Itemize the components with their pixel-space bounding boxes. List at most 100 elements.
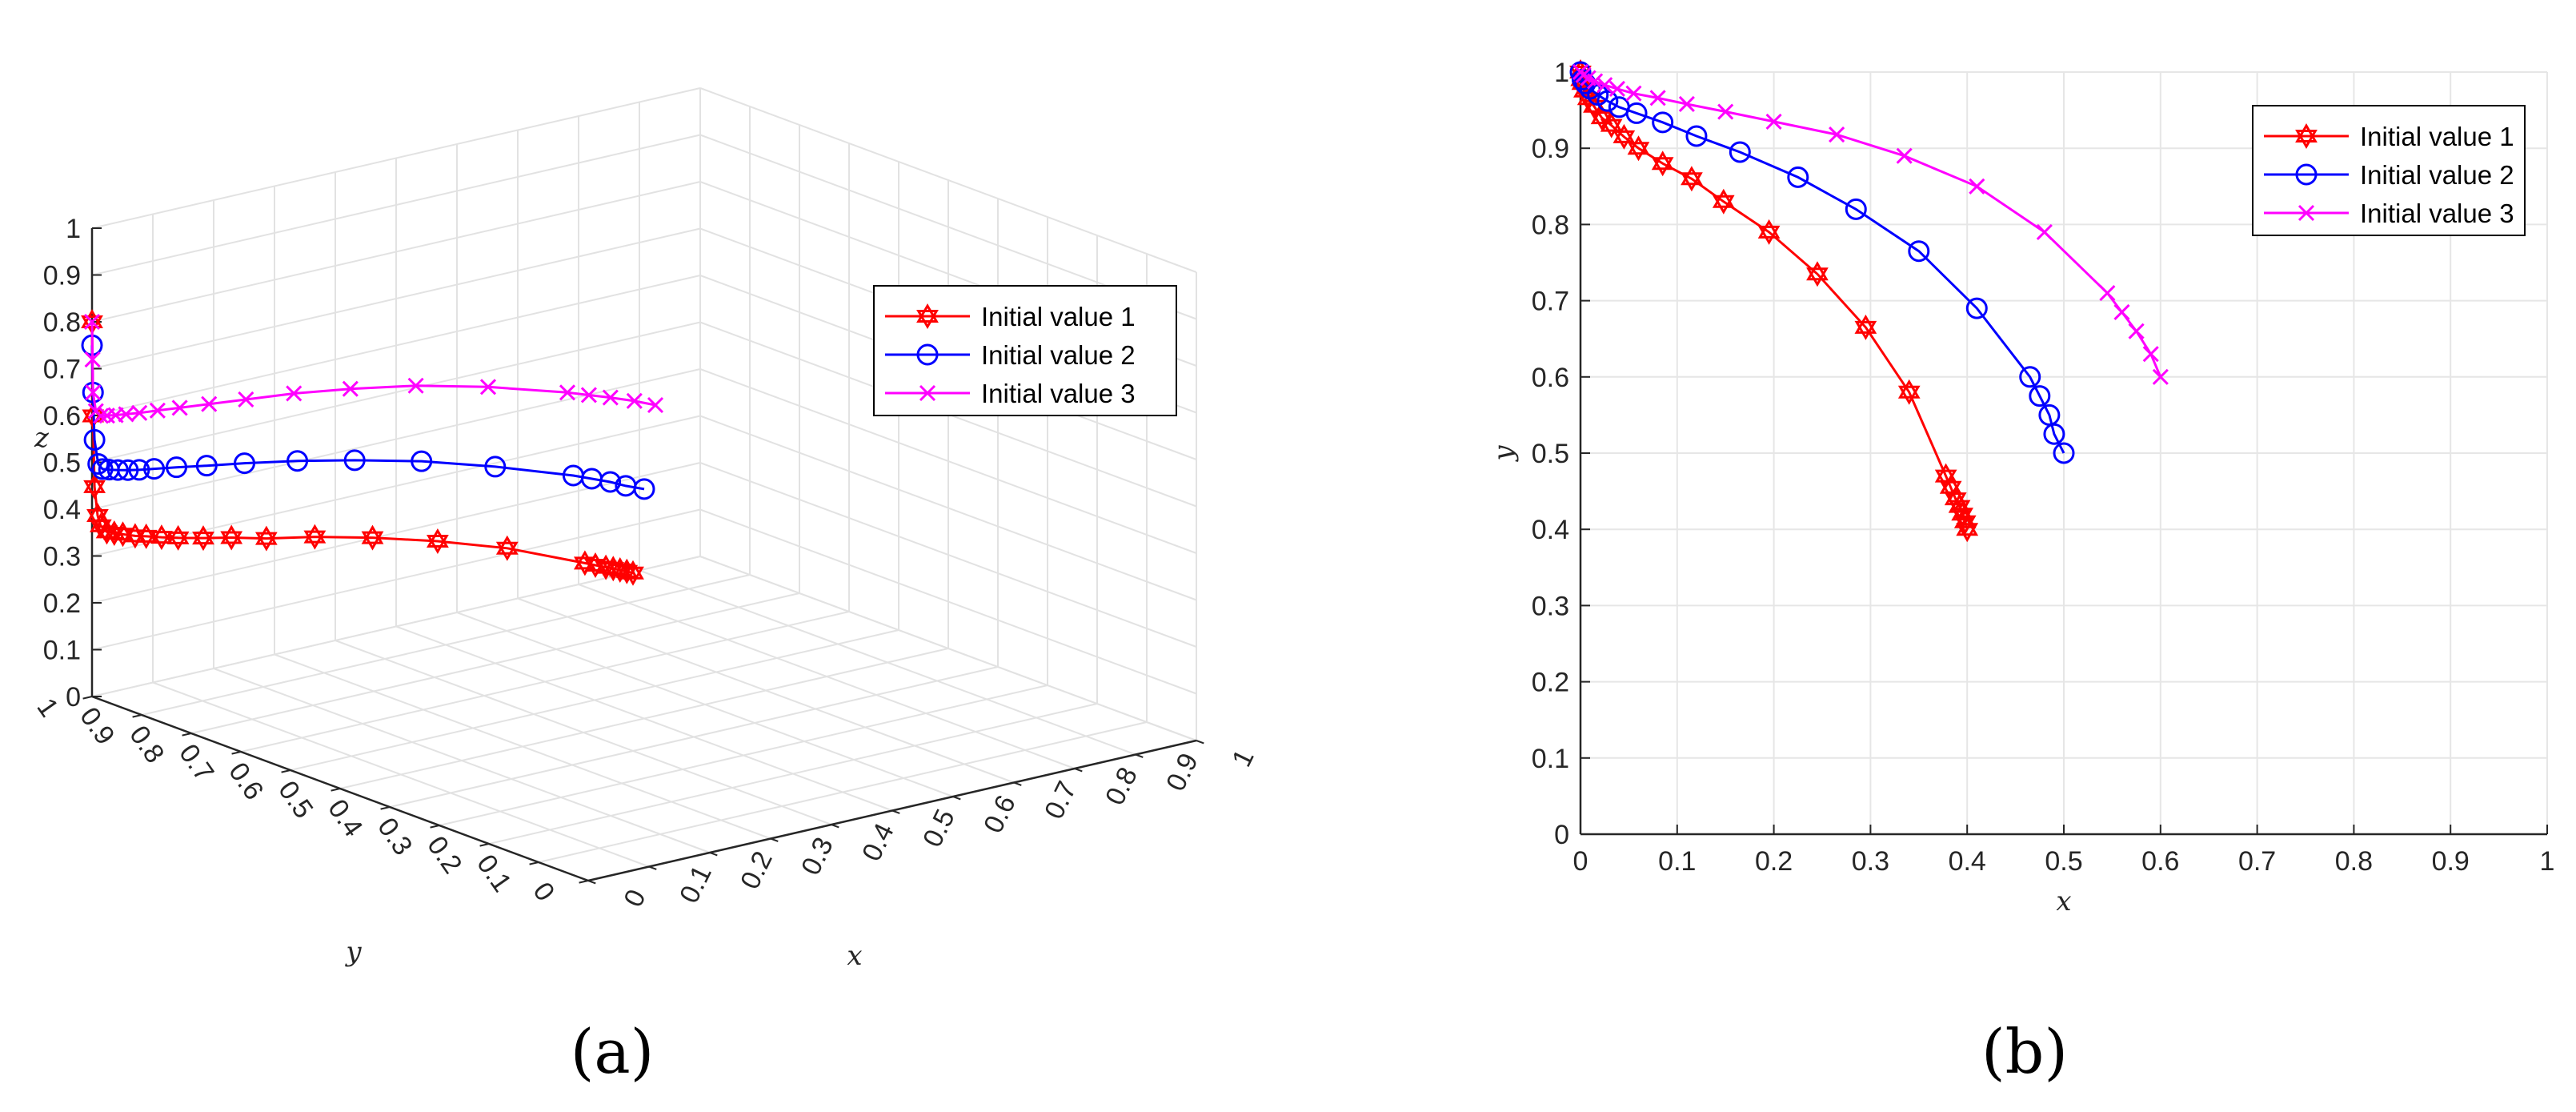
x-tick [831,824,839,829]
x-tick-label: 0.1 [1658,846,1696,877]
x-tick [1013,781,1022,786]
data-point [1845,198,1867,220]
x-tick-label: 0.1 [674,861,718,908]
data-point [85,384,102,401]
y-tick [132,714,142,718]
x-tick [770,837,779,842]
x-tick-label: 0.7 [1039,777,1083,824]
data-point [1787,166,1809,188]
data-point [411,450,433,472]
legend-label: Initial value 3 [981,379,1136,408]
back-wall-gridline [91,181,701,323]
y-axis-label: y [1488,445,1520,463]
data-point [342,380,359,397]
x-tick [648,865,657,870]
y-tick-label: 0.6 [222,757,269,806]
legend-entry: Initial value 2 [2264,160,2514,190]
data-point [128,459,150,481]
x-tick [891,809,900,814]
data-point [91,458,114,480]
series-line [90,321,656,417]
floor-gridline [456,612,954,797]
x-tick [1135,753,1144,758]
data-point [2113,303,2130,320]
data-point [1829,126,1845,143]
x-tick [709,852,718,857]
y-tick-label: 0.7 [1532,287,1569,317]
floor-gridline [578,584,1076,769]
x-tick-label: 0.6 [978,790,1022,837]
data-point [495,535,519,561]
data-point [1806,261,1829,287]
floor-gridline [517,597,1015,784]
data-point [407,377,424,394]
x-tick-label: 0.8 [2335,846,2373,877]
data-point [580,387,597,403]
y-tick-label: 0.3 [371,813,418,861]
z-tick-label: 0.8 [43,307,81,338]
data-point [343,449,366,472]
x-tick-label: 0.9 [1160,749,1204,796]
data-point [626,392,643,409]
floor-gridline [240,611,850,753]
data-point [647,396,664,414]
floor-gridline [699,556,1197,741]
series-2 [1569,61,2075,464]
series-line [90,345,645,491]
data-point [1652,111,1674,134]
data-point [98,407,115,424]
y-tick-label: 0.3 [1532,591,1569,621]
x-tick [1074,768,1083,773]
data-point [1934,463,1957,489]
y-tick-label: 0.8 [123,721,170,769]
y-tick [331,788,341,792]
legend-label: Initial value 1 [981,302,1136,331]
data-point [143,458,166,480]
back-wall-gridline [91,87,701,229]
legend-marker [916,303,939,329]
y-tick-label: 1 [1554,58,1569,88]
data-point [1608,96,1630,118]
x-tick-label: 0.4 [856,818,900,865]
z-tick-label: 0.3 [43,542,81,572]
y-tick-label: 0.8 [1532,210,1569,240]
data-point [1649,90,1666,106]
z-tick-label: 0.9 [43,261,81,291]
legend-marker [919,384,936,402]
x-tick-label: 0.3 [795,833,839,880]
data-point [1678,95,1695,113]
legend-entry: Initial value 3 [885,379,1136,408]
x-tick-label: 0.2 [735,846,779,893]
data-point [1965,297,1988,319]
y-tick [82,696,93,700]
floor-gridline [141,574,751,716]
x-tick-label: 0.6 [2141,846,2179,877]
legend-label: Initial value 1 [2360,122,2514,151]
legend-marker [916,343,939,366]
panel-label-a: (a) [571,1016,655,1087]
x-tick-label: 0.9 [2432,846,2470,877]
data-point [1908,240,1930,263]
legend-entry: Initial value 3 [2264,199,2514,228]
data-point [1627,135,1650,162]
data-point [559,384,576,401]
z-tick-label: 0.7 [43,355,81,385]
series-line [1579,71,2065,454]
data-point [83,313,101,331]
data-point [83,428,106,451]
data-point [573,550,596,576]
data-point [426,528,449,554]
legend-marker [2295,163,2318,186]
y-tick-label: 0.2 [1532,668,1569,698]
floor-gridline [339,648,949,789]
z-tick-label: 0.4 [43,495,81,525]
data-point [83,473,106,500]
data-point [171,399,188,416]
data-point [234,452,255,475]
chart-2d-panel-b: 0 0.1 0.2 0.3 0.4 0.5 0.6 0.7 0.8 0.9 1 0 0.1 0.2 0.3 0… [1488,58,2554,917]
x-tick [952,796,961,801]
y-tick-label: 0.9 [1532,134,1569,164]
data-point [106,459,129,481]
y-tick-label: 0.6 [1532,363,1569,393]
y-tick-label: 0.5 [272,776,318,825]
